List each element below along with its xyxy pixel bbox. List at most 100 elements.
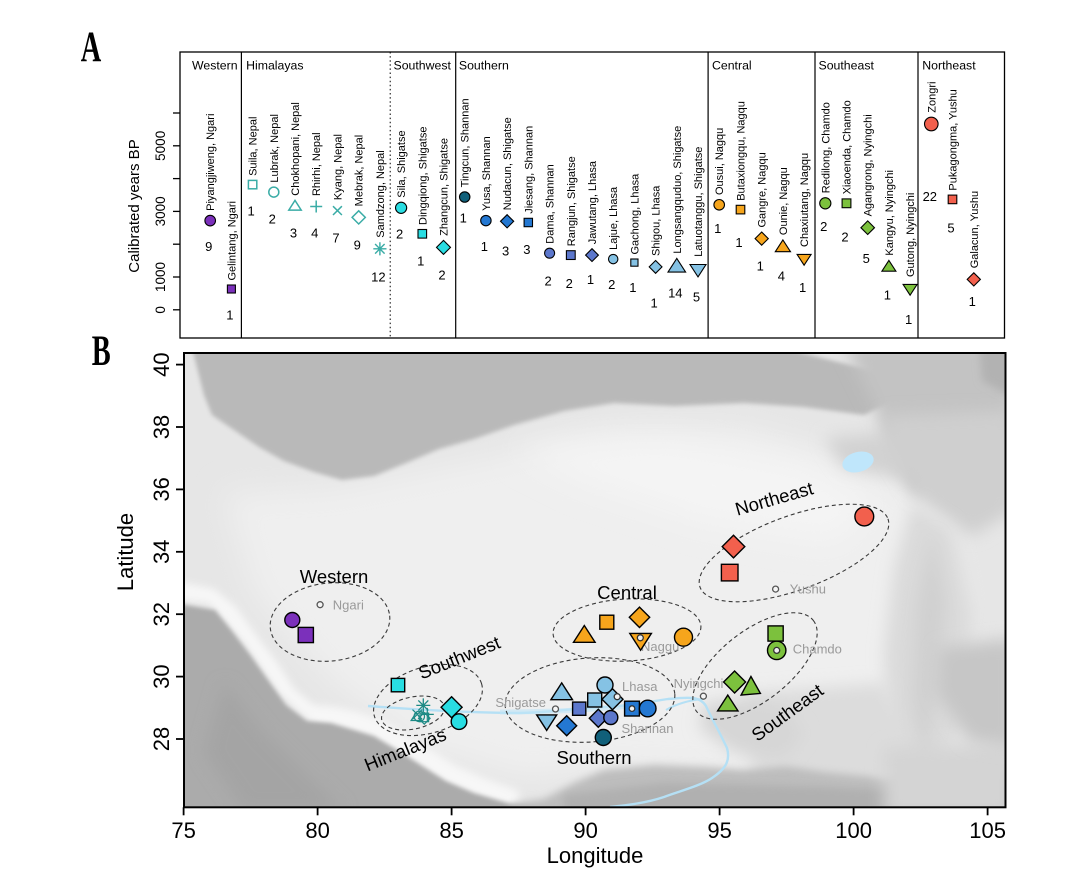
svg-text:Longitude: Longitude xyxy=(547,843,644,868)
svg-text:1: 1 xyxy=(969,294,976,309)
svg-text:Western: Western xyxy=(192,59,238,73)
svg-text:1: 1 xyxy=(757,259,764,274)
svg-text:30: 30 xyxy=(149,664,174,688)
svg-text:Dama, Shannan: Dama, Shannan xyxy=(545,164,557,244)
svg-text:Xiaoenda, Chamdo: Xiaoenda, Chamdo xyxy=(842,100,854,194)
svg-text:Chokhopani, Nepal: Chokhopani, Nepal xyxy=(290,102,302,196)
svg-text:80: 80 xyxy=(305,818,329,843)
svg-text:1: 1 xyxy=(799,280,806,295)
svg-text:1: 1 xyxy=(226,308,233,323)
svg-text:Samdzong, Nepal: Samdzong, Nepal xyxy=(375,150,387,237)
svg-text:Mebrak, Nepal: Mebrak, Nepal xyxy=(354,135,366,207)
svg-text:Lajue, Lhasa: Lajue, Lhasa xyxy=(608,186,620,250)
svg-text:1: 1 xyxy=(481,239,488,254)
svg-text:Himalayas: Himalayas xyxy=(246,59,303,73)
svg-text:Ousui, Nagqu: Ousui, Nagqu xyxy=(714,128,726,195)
svg-text:9: 9 xyxy=(205,239,212,254)
svg-text:90: 90 xyxy=(573,818,597,843)
svg-text:Northeast: Northeast xyxy=(922,59,976,73)
svg-text:2: 2 xyxy=(544,274,551,289)
svg-text:5: 5 xyxy=(863,251,870,266)
svg-text:95: 95 xyxy=(707,818,731,843)
svg-text:Naggu: Naggu xyxy=(641,639,679,654)
svg-text:2: 2 xyxy=(438,268,445,283)
svg-text:Lhasa: Lhasa xyxy=(622,679,658,694)
svg-text:1: 1 xyxy=(714,221,721,236)
svg-text:1: 1 xyxy=(884,287,891,302)
svg-text:Gelintang, Ngari: Gelintang, Ngari xyxy=(226,201,238,281)
svg-text:Southern: Southern xyxy=(556,747,631,768)
svg-text:1: 1 xyxy=(460,211,467,226)
svg-text:3: 3 xyxy=(502,243,509,258)
svg-text:Shigou, Lhasa: Shigou, Lhasa xyxy=(651,185,663,256)
svg-text:28: 28 xyxy=(149,727,174,751)
svg-text:0: 0 xyxy=(153,306,168,314)
svg-text:B: B xyxy=(92,327,111,374)
svg-text:3000: 3000 xyxy=(153,196,168,226)
svg-text:3: 3 xyxy=(290,226,297,241)
svg-text:Rangjun, Shigatse: Rangjun, Shigatse xyxy=(566,156,578,246)
svg-text:Rhirhi, Nepal: Rhirhi, Nepal xyxy=(311,132,323,196)
svg-text:5000: 5000 xyxy=(153,131,168,161)
svg-text:36: 36 xyxy=(149,477,174,501)
svg-text:Latitude: Latitude xyxy=(113,513,138,591)
svg-text:Gutong, Nyingchi: Gutong, Nyingchi xyxy=(905,193,917,277)
svg-text:Chaxiutang, Nagqu: Chaxiutang, Nagqu xyxy=(799,153,811,247)
svg-text:Ngari: Ngari xyxy=(333,598,364,613)
svg-text:2: 2 xyxy=(820,219,827,234)
svg-text:Jawutang, Lhasa: Jawutang, Lhasa xyxy=(587,160,599,244)
svg-text:Nudacun, Shigatse: Nudacun, Shigatse xyxy=(502,117,514,210)
svg-text:Yushu: Yushu xyxy=(790,582,826,597)
svg-text:Dingqiong, Shigatse: Dingqiong, Shigatse xyxy=(417,127,429,225)
svg-text:Shigatse: Shigatse xyxy=(495,695,546,710)
svg-text:75: 75 xyxy=(171,818,195,843)
svg-text:5: 5 xyxy=(947,221,954,236)
svg-text:1: 1 xyxy=(905,312,912,327)
svg-text:Sila, Shigatse: Sila, Shigatse xyxy=(396,130,408,197)
svg-text:Zongri: Zongri xyxy=(926,82,938,113)
svg-text:Galacun, Yushu: Galacun, Yushu xyxy=(969,191,981,268)
svg-text:Lubrak, Nepal: Lubrak, Nepal xyxy=(269,114,281,183)
svg-text:Western: Western xyxy=(300,566,369,587)
svg-text:3: 3 xyxy=(523,242,530,257)
svg-text:Ounie, Nagqu: Ounie, Nagqu xyxy=(778,167,790,235)
svg-text:12: 12 xyxy=(371,270,385,285)
svg-text:Central: Central xyxy=(712,59,752,73)
svg-text:2: 2 xyxy=(608,277,615,292)
svg-text:Calibrated years BP: Calibrated years BP xyxy=(126,139,143,272)
svg-text:Redilong, Chamdo: Redilong, Chamdo xyxy=(820,102,832,193)
svg-text:2: 2 xyxy=(841,230,848,245)
svg-text:40: 40 xyxy=(149,352,174,376)
svg-text:Gachong, Lhasa: Gachong, Lhasa xyxy=(629,173,641,255)
svg-text:1: 1 xyxy=(735,235,742,250)
svg-text:Central: Central xyxy=(597,582,657,603)
svg-text:1: 1 xyxy=(650,295,657,310)
svg-text:2: 2 xyxy=(566,276,573,291)
svg-text:5: 5 xyxy=(693,289,700,304)
svg-text:85: 85 xyxy=(439,818,463,843)
svg-text:22: 22 xyxy=(923,189,937,204)
svg-text:14: 14 xyxy=(668,285,682,300)
svg-text:Agangrong, Nyingchi: Agangrong, Nyingchi xyxy=(863,114,875,216)
svg-text:Southern: Southern xyxy=(459,59,509,73)
svg-text:Gangre, Nagqu: Gangre, Nagqu xyxy=(757,152,769,227)
svg-text:Latuotanggu, Shigatse: Latuotanggu, Shigatse xyxy=(693,147,705,257)
svg-text:32: 32 xyxy=(149,602,174,626)
svg-text:A: A xyxy=(81,23,102,70)
svg-text:Pukagongma, Yushu: Pukagongma, Yushu xyxy=(948,89,960,190)
svg-text:7: 7 xyxy=(332,231,339,246)
svg-text:Jiesang, Shannan: Jiesang, Shannan xyxy=(523,126,535,214)
svg-text:Southwest: Southwest xyxy=(394,59,452,73)
svg-text:2: 2 xyxy=(396,227,403,242)
svg-text:Longsangquduo, Shigatse: Longsangquduo, Shigatse xyxy=(672,126,684,254)
svg-text:Butaxiongqu, Nagqu: Butaxiongqu, Nagqu xyxy=(736,101,748,201)
svg-text:34: 34 xyxy=(149,540,174,564)
svg-text:100: 100 xyxy=(835,818,872,843)
svg-text:Kangyu, Nyingchi: Kangyu, Nyingchi xyxy=(884,170,896,256)
svg-text:1: 1 xyxy=(417,254,424,269)
svg-text:4: 4 xyxy=(311,226,318,241)
svg-text:Yusa, Shannan: Yusa, Shannan xyxy=(481,136,493,211)
svg-text:Tingcun, Shannan: Tingcun, Shannan xyxy=(460,98,472,187)
svg-text:Nyingchi: Nyingchi xyxy=(674,676,724,691)
svg-text:Chamdo: Chamdo xyxy=(793,642,842,657)
